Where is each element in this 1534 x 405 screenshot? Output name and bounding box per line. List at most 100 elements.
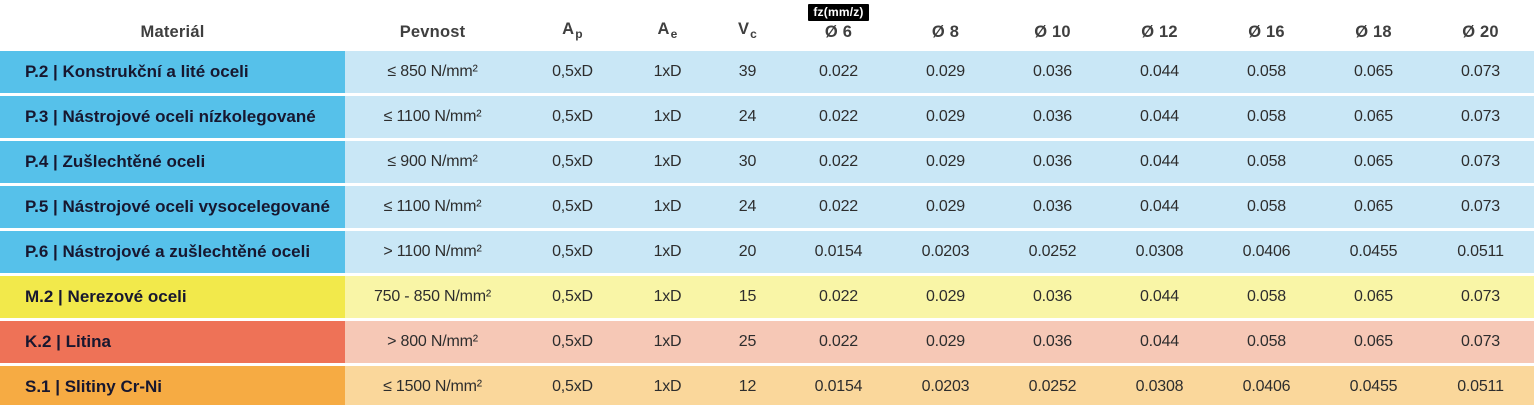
fz-cell-d16: 0.058: [1213, 141, 1320, 183]
fz-cell-d12: 0.044: [1106, 96, 1213, 138]
header-label-d18: Ø 18: [1355, 22, 1392, 41]
fz-cell-d16: 0.0406: [1213, 366, 1320, 405]
fz-cell-d20: 0.073: [1427, 96, 1534, 138]
fz-cell-d12: 0.044: [1106, 51, 1213, 93]
fz-cell-d20: 0.0511: [1427, 366, 1534, 405]
table-row: P.5 | Nástrojové oceli vysocelegované ≤ 1…: [0, 186, 1534, 228]
material-cell: P.6 | Nástrojové a zušlechtěné oceli: [0, 231, 345, 273]
header-cell-d16: Ø 16: [1213, 0, 1320, 51]
fz-cell-d20: 0.073: [1427, 141, 1534, 183]
header-cell-d10: Ø 10: [999, 0, 1106, 51]
ae-cell: 1xD: [625, 231, 710, 273]
fz-cell-d6: 0.022: [785, 321, 892, 363]
fz-cell-d12: 0.0308: [1106, 366, 1213, 405]
fz-cell-d18: 0.0455: [1320, 231, 1427, 273]
header-cell-d8: Ø 8: [892, 0, 999, 51]
fz-cell-d8: 0.0203: [892, 231, 999, 273]
fz-cell-d6: 0.022: [785, 141, 892, 183]
fz-cell-d10: 0.036: [999, 141, 1106, 183]
header-cell-vc: Vc: [710, 0, 785, 51]
fz-cell-d8: 0.029: [892, 96, 999, 138]
fz-cell-d18: 0.065: [1320, 51, 1427, 93]
fz-cell-d18: 0.0455: [1320, 366, 1427, 405]
pevnost-cell: > 800 N/mm²: [345, 321, 520, 363]
table-row: P.2 | Konstrukční a lité oceli ≤ 850 N/mm…: [0, 51, 1534, 93]
ap-cell: 0,5xD: [520, 321, 625, 363]
fz-cell-d6: 0.022: [785, 51, 892, 93]
header-label-d10: Ø 10: [1034, 22, 1071, 41]
vc-cell: 39: [710, 51, 785, 93]
ap-cell: 0,5xD: [520, 366, 625, 405]
ae-cell: 1xD: [625, 321, 710, 363]
header-cell-d6: fz(mm/z) Ø 6: [785, 0, 892, 51]
fz-cell-d16: 0.058: [1213, 96, 1320, 138]
header-label-d8: Ø 8: [931, 22, 960, 41]
pevnost-cell: ≤ 1100 N/mm²: [345, 186, 520, 228]
fz-cell-d16: 0.058: [1213, 276, 1320, 318]
fz-cell-d12: 0.044: [1106, 276, 1213, 318]
vc-cell: 20: [710, 231, 785, 273]
table-row: K.2 | Litina > 800 N/mm² 0,5xD 1xD 25 0.022 0.…: [0, 321, 1534, 363]
vc-cell: 24: [710, 96, 785, 138]
fz-cell-d12: 0.044: [1106, 321, 1213, 363]
ae-cell: 1xD: [625, 96, 710, 138]
material-cell: K.2 | Litina: [0, 321, 345, 363]
fz-cell-d8: 0.029: [892, 51, 999, 93]
header-cell-ap: Ap: [520, 0, 625, 51]
pevnost-cell: ≤ 900 N/mm²: [345, 141, 520, 183]
fz-cell-d16: 0.058: [1213, 186, 1320, 228]
table-row: P.4 | Zušlechtěné oceli ≤ 900 N/mm² 0,5xD 1…: [0, 141, 1534, 183]
fz-cell-d18: 0.065: [1320, 321, 1427, 363]
fz-cell-d6: 0.022: [785, 186, 892, 228]
vc-cell: 30: [710, 141, 785, 183]
fz-cell-d20: 0.0511: [1427, 231, 1534, 273]
pevnost-cell: 750 - 850 N/mm²: [345, 276, 520, 318]
pevnost-cell: > 1100 N/mm²: [345, 231, 520, 273]
header-cell-d18: Ø 18: [1320, 0, 1427, 51]
fz-cell-d10: 0.0252: [999, 231, 1106, 273]
header-label-ae: Ae: [657, 20, 678, 41]
fz-cell-d6: 0.022: [785, 96, 892, 138]
vc-cell: 12: [710, 366, 785, 405]
table-row: P.3 | Nástrojové oceli nízkolegované ≤ 11…: [0, 96, 1534, 138]
pevnost-cell: ≤ 1500 N/mm²: [345, 366, 520, 405]
fz-cell-d8: 0.029: [892, 141, 999, 183]
header-cell-d20: Ø 20: [1427, 0, 1534, 51]
pevnost-cell: ≤ 850 N/mm²: [345, 51, 520, 93]
header-label-d12: Ø 12: [1141, 22, 1178, 41]
header-subscript-vc: c: [750, 27, 758, 41]
fz-cell-d10: 0.036: [999, 186, 1106, 228]
header-subscript-ae: e: [670, 27, 678, 41]
fz-cell-d10: 0.036: [999, 276, 1106, 318]
vc-cell: 24: [710, 186, 785, 228]
pevnost-cell: ≤ 1100 N/mm²: [345, 96, 520, 138]
ae-cell: 1xD: [625, 51, 710, 93]
fz-cell-d6: 0.0154: [785, 231, 892, 273]
fz-cell-d12: 0.044: [1106, 141, 1213, 183]
fz-cell-d8: 0.029: [892, 276, 999, 318]
header-subscript-ap: p: [575, 27, 583, 41]
table-header: Materiál Pevnost Ap Ae Vc fz(mm/z) Ø 6 Ø 8 Ø 10 Ø…: [0, 0, 1534, 51]
ae-cell: 1xD: [625, 276, 710, 318]
fz-cell-d6: 0.022: [785, 276, 892, 318]
header-cell-material: Materiál: [0, 0, 345, 51]
material-cell: P.3 | Nástrojové oceli nízkolegované: [0, 96, 345, 138]
ae-cell: 1xD: [625, 141, 710, 183]
fz-cell-d10: 0.036: [999, 96, 1106, 138]
material-cell: P.5 | Nástrojové oceli vysocelegované: [0, 186, 345, 228]
table-row: M.2 | Nerezové oceli 750 - 850 N/mm² 0,5xD…: [0, 276, 1534, 318]
fz-cell-d18: 0.065: [1320, 141, 1427, 183]
fz-cell-d8: 0.0203: [892, 366, 999, 405]
header-cell-ae: Ae: [625, 0, 710, 51]
ap-cell: 0,5xD: [520, 231, 625, 273]
fz-unit-badge: fz(mm/z): [808, 3, 869, 21]
ap-cell: 0,5xD: [520, 276, 625, 318]
ap-cell: 0,5xD: [520, 141, 625, 183]
fz-cell-d20: 0.073: [1427, 51, 1534, 93]
ap-cell: 0,5xD: [520, 51, 625, 93]
fz-cell-d18: 0.065: [1320, 186, 1427, 228]
header-cell-pevnost: Pevnost: [345, 0, 520, 51]
fz-cell-d20: 0.073: [1427, 321, 1534, 363]
header-label-d16: Ø 16: [1248, 22, 1285, 41]
vc-cell: 15: [710, 276, 785, 318]
